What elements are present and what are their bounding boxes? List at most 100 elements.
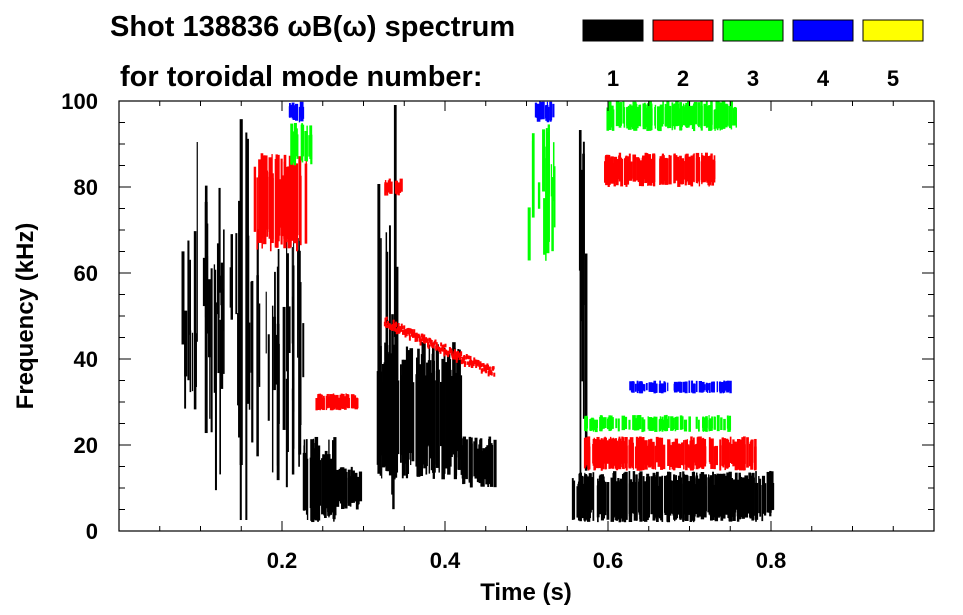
spectrum-mark <box>607 419 609 428</box>
mode-2-region <box>253 153 308 252</box>
spectrum-mark <box>438 369 440 473</box>
spectrum-mark <box>322 458 325 504</box>
spectrum-mark <box>467 361 470 365</box>
spectrum-mark <box>623 107 626 128</box>
spectrum-mark <box>294 127 297 166</box>
spectrum-mark <box>641 419 646 432</box>
spectrum-mark <box>737 441 741 466</box>
spectrum-mark <box>295 103 299 121</box>
spectrum-mark <box>292 105 296 120</box>
spectrum-mark <box>478 447 482 484</box>
spectrum-mark <box>615 158 619 186</box>
spectrum-mark <box>403 329 406 335</box>
spectrum-mark <box>636 107 639 126</box>
spectrum-mark <box>633 415 636 430</box>
legend: 1 2 3 4 5 <box>582 19 924 91</box>
spectrum-mark <box>606 482 610 520</box>
spectrum-mark <box>664 476 667 516</box>
spectrum-mark <box>702 384 706 391</box>
spectrum-mark <box>583 437 586 469</box>
spectrum-mark <box>480 363 483 368</box>
spectrum-mark <box>647 416 649 430</box>
spectrum-mark <box>637 415 642 430</box>
spectrum-streak <box>265 291 267 354</box>
spectrum-mark <box>687 482 691 515</box>
spectrum-streak <box>219 319 221 475</box>
spectrum-mark <box>732 444 736 464</box>
spectrum-mark <box>298 106 301 123</box>
spectrum-mark <box>301 106 305 119</box>
spectrum-mark <box>638 481 641 513</box>
spectrum-mark <box>397 322 400 328</box>
spectrum-mark <box>386 324 389 328</box>
spectrum-mark <box>253 166 257 232</box>
spectrum-mark <box>727 438 729 469</box>
spectrum-streak <box>282 306 286 430</box>
spectrum-mark <box>647 154 650 186</box>
spectrum-mark <box>688 157 691 184</box>
spectrum-mark <box>419 339 422 346</box>
spectrum-mark <box>713 381 715 391</box>
spectrum-mark <box>691 383 695 391</box>
legend-swatch-4 <box>792 19 854 42</box>
spectrum-mark <box>618 441 621 463</box>
spectrum-mark <box>680 442 685 466</box>
spectrum-mark <box>656 471 659 522</box>
spectrum-mark <box>674 438 679 468</box>
spectrum-mark <box>603 417 607 429</box>
spectrum-mark <box>673 103 676 130</box>
spectrum-mark <box>645 382 648 391</box>
spectrum-mark <box>453 348 456 454</box>
spectrum-mark <box>634 383 637 392</box>
spectrum-mark <box>476 448 480 483</box>
spectrum-mark <box>698 104 701 126</box>
spectrum-mark <box>310 439 314 521</box>
spectrum-streak <box>545 165 547 214</box>
spectrum-mark <box>636 380 639 391</box>
spectrum-mark <box>683 440 685 470</box>
spectrum-mark <box>413 329 416 335</box>
spectrum-mark <box>441 344 444 351</box>
spectrum-mark <box>703 103 707 124</box>
spectrum-mark <box>280 158 283 245</box>
spectrum-mark <box>658 446 662 467</box>
spectrum-mark <box>326 393 329 409</box>
spectrum-mark <box>683 419 688 432</box>
spectrum-mark <box>490 371 493 376</box>
spectrum-mark <box>412 331 415 338</box>
spectrum-mark <box>637 160 641 183</box>
spectrum-mark <box>742 436 746 471</box>
spectrum-streak <box>237 313 239 406</box>
spectrum-mark <box>697 436 700 465</box>
mode-2-region <box>384 178 403 196</box>
spectrum-mark <box>445 362 448 469</box>
spectrum-mark <box>411 329 414 334</box>
spectrum-mark <box>329 461 333 503</box>
spectrum-mark <box>393 327 396 331</box>
spectrum-streak <box>545 128 548 252</box>
spectrum-mark <box>728 471 732 521</box>
x-tick-label: 0.2 <box>267 548 298 573</box>
spectrum-mark <box>471 362 474 368</box>
spectrum-mark <box>626 156 630 185</box>
spectrum-mark <box>695 380 698 393</box>
spectrum-mark <box>442 347 445 352</box>
spectrum-mark <box>661 475 664 522</box>
axes: 0.2 0.4 0.6 0.8 0 20 40 60 80 100 <box>61 89 934 573</box>
spectrum-mark <box>698 160 701 182</box>
spectrum-mark <box>735 472 738 510</box>
spectrum-mark <box>639 436 642 465</box>
spectrum-mark <box>681 416 684 430</box>
spectrum-mark <box>329 395 332 407</box>
legend-label-5: 5 <box>887 66 899 91</box>
spectrum-mark <box>711 381 715 393</box>
spectrum-mark <box>442 344 445 349</box>
spectrum-mark <box>459 355 462 359</box>
spectrum-mark <box>697 482 699 513</box>
spectrum-mark <box>492 366 495 370</box>
legend-label-3: 3 <box>747 66 759 91</box>
legend-swatch-3 <box>722 19 784 42</box>
spectrum-mark <box>386 182 389 196</box>
legend-swatch-2 <box>652 19 714 42</box>
spectrum-mark <box>384 183 387 196</box>
